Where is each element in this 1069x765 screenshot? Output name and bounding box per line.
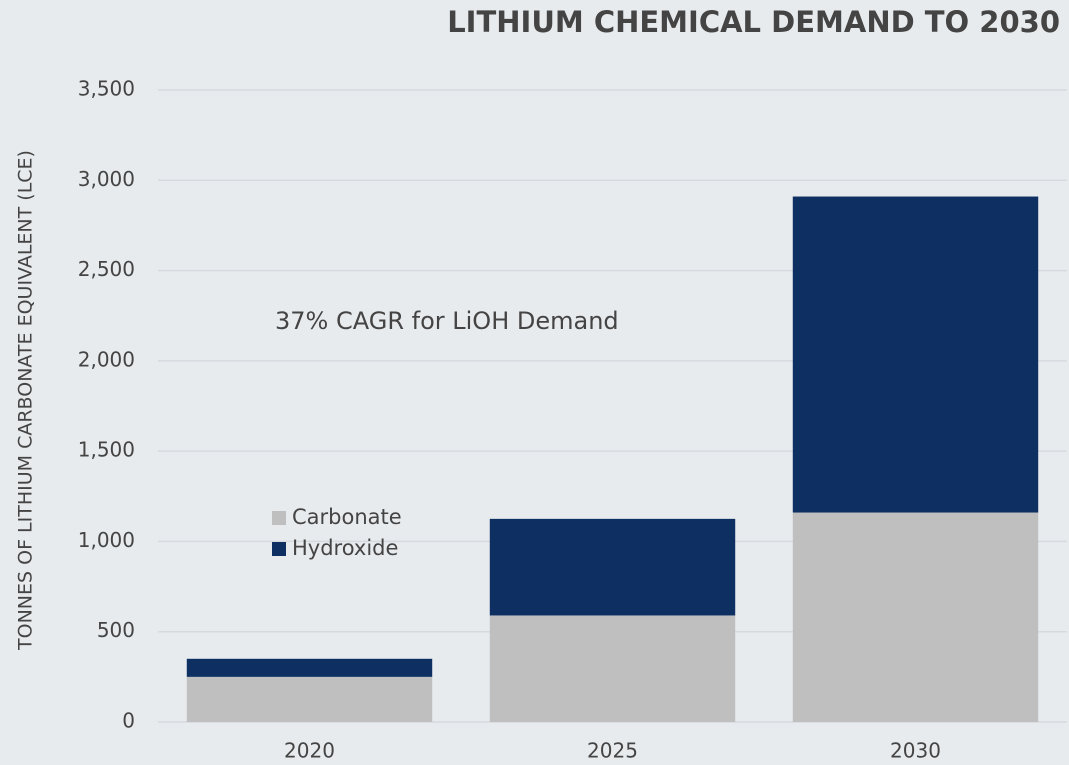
y-tick-label: 2,500 (78, 257, 135, 281)
y-axis-label: TONNES OF LITHIUM CARBONATE EQUIVALENT (… (15, 150, 37, 651)
y-tick-label: 3,500 (78, 77, 135, 101)
legend-label: Hydroxide (292, 536, 398, 560)
bar-segment (489, 615, 736, 722)
chart-title: LITHIUM CHEMICAL DEMAND TO 2030 (447, 5, 1060, 39)
annotation: 37% CAGR for LiOH Demand (275, 307, 619, 335)
x-tick-label: 2025 (587, 739, 638, 763)
y-tick-label: 0 (122, 709, 135, 733)
legend-label: Carbonate (292, 505, 402, 529)
bar-segment (792, 512, 1039, 722)
y-tick-label: 3,000 (78, 167, 135, 191)
y-tick-label: 1,500 (78, 438, 135, 462)
x-tick-label: 2020 (284, 739, 335, 763)
bar-segment (792, 196, 1039, 513)
legend-swatch (272, 511, 286, 525)
legend-swatch (272, 542, 286, 556)
y-tick-label: 1,000 (78, 528, 135, 552)
bar-segment (186, 676, 433, 722)
y-tick-label: 500 (97, 618, 135, 642)
x-tick-label: 2030 (890, 739, 941, 763)
bar-segment (489, 518, 736, 616)
y-tick-label: 2,000 (78, 347, 135, 371)
bar-segment (186, 658, 433, 677)
